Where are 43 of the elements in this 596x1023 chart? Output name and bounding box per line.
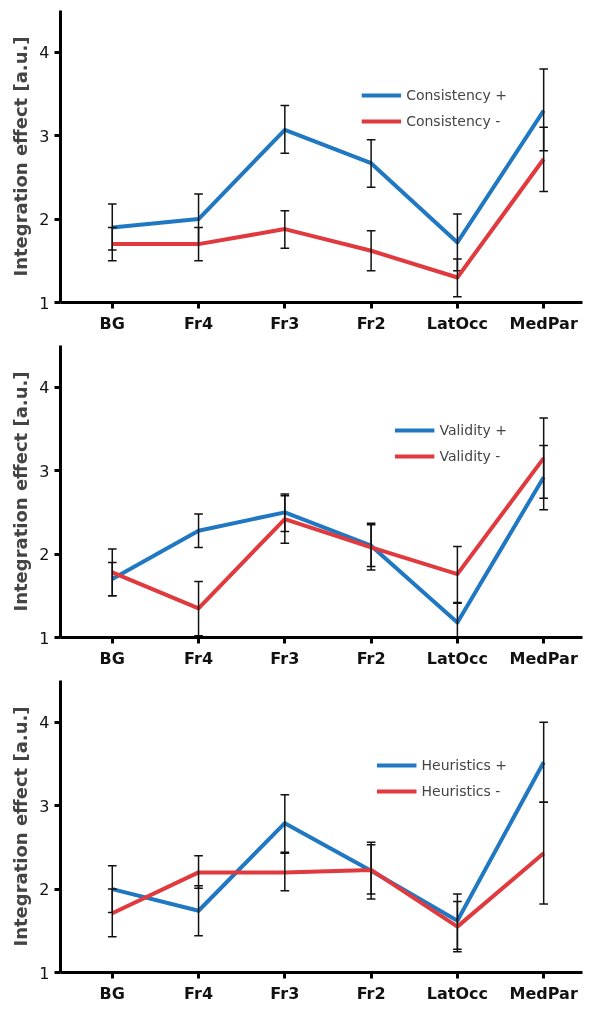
y-tick-label: 4 — [39, 43, 50, 63]
x-tick-label: LatOcc — [426, 983, 489, 1003]
y-tick-label: 3 — [39, 796, 50, 816]
x-tick-label: Fr2 — [356, 983, 386, 1003]
line-series — [110, 157, 546, 280]
x-tick-label: MedPar — [509, 313, 578, 333]
legend-label: Validity - — [439, 448, 501, 464]
x-tick-label: Fr3 — [270, 983, 300, 1003]
y-tick-label: 1 — [39, 963, 50, 983]
x-tick-label: Fr3 — [270, 313, 300, 333]
legend-label: Consistency - — [406, 113, 501, 129]
y-tick-label: 3 — [39, 126, 50, 146]
y-tick-label: 3 — [39, 461, 50, 481]
y-axis-title: Integration effect [a.u.] — [10, 371, 32, 612]
y-tick-label: 1 — [39, 628, 50, 648]
x-tick-label: Fr2 — [356, 648, 386, 668]
x-tick-label: BG — [99, 648, 125, 668]
legend-label: Consistency + — [406, 87, 507, 103]
y-tick-label: 2 — [39, 880, 50, 900]
x-tick-label: BG — [99, 313, 125, 333]
legend-label: Heuristics + — [421, 757, 507, 773]
y-axis-title: Integration effect [a.u.] — [10, 706, 32, 947]
x-tick-label: Fr3 — [270, 648, 300, 668]
x-tick-label: LatOcc — [426, 648, 489, 668]
x-tick-label: Fr4 — [184, 983, 214, 1003]
y-tick-label: 4 — [39, 713, 50, 733]
x-tick-label: Fr2 — [356, 313, 386, 333]
x-tick-label: BG — [99, 983, 125, 1003]
x-tick-label: MedPar — [509, 648, 578, 668]
x-tick-label: LatOcc — [426, 313, 489, 333]
line-series — [110, 475, 546, 625]
y-tick-label: 2 — [39, 545, 50, 565]
y-axis-title: Integration effect [a.u.] — [10, 36, 32, 277]
x-tick-label: MedPar — [509, 983, 578, 1003]
line-series — [110, 851, 546, 929]
y-tick-label: 4 — [39, 378, 50, 398]
x-tick-label: Fr4 — [184, 313, 214, 333]
y-tick-label: 1 — [39, 293, 50, 313]
legend-label: Validity + — [439, 422, 507, 438]
legend-label: Heuristics - — [421, 783, 501, 799]
line-series — [110, 108, 546, 245]
x-tick-label: Fr4 — [184, 648, 214, 668]
y-tick-label: 2 — [39, 210, 50, 230]
